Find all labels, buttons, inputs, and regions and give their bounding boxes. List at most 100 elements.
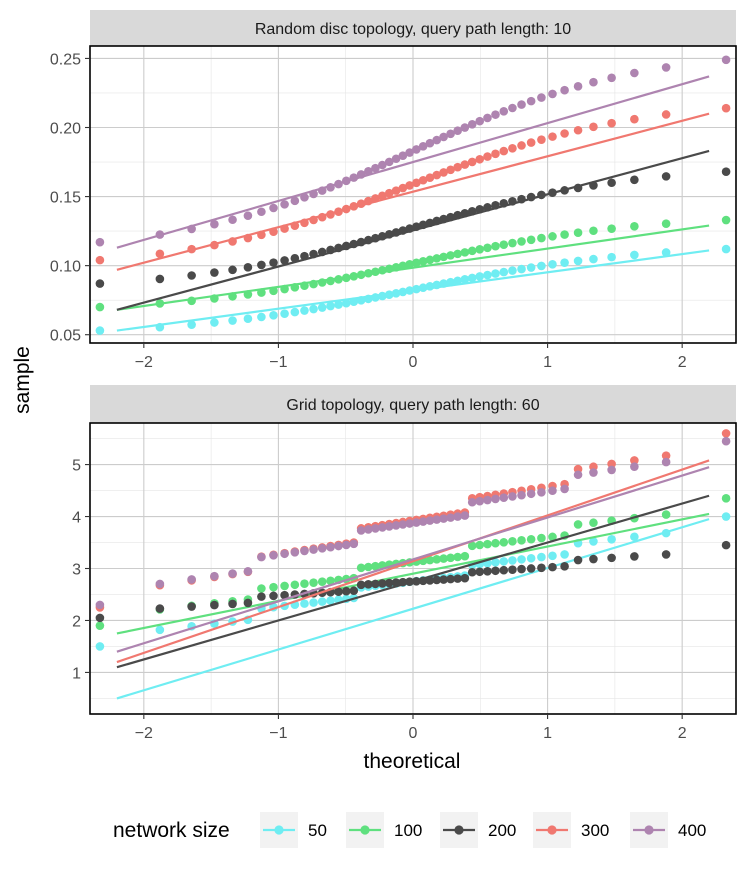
qq-point-50 <box>95 326 105 335</box>
qq-point-100 <box>418 257 428 266</box>
qq-point-400 <box>210 571 219 581</box>
series-200 <box>95 149 731 311</box>
qq-point-100 <box>439 252 448 262</box>
qq-point-50 <box>560 258 569 267</box>
qq-point-200 <box>378 579 387 588</box>
qq-point-300 <box>412 178 421 188</box>
qq-point-100 <box>309 578 318 587</box>
qq-point-400 <box>378 160 387 170</box>
qq-point-200 <box>453 574 462 583</box>
qq-point-50 <box>453 276 462 286</box>
qq-point-100 <box>425 555 435 565</box>
y-axis-title: sample <box>11 346 34 414</box>
qq-point-400 <box>290 196 300 206</box>
legend-key-200: 200 <box>440 812 516 848</box>
qq-point-50 <box>155 625 165 635</box>
qq-point-400 <box>499 493 509 503</box>
y-tick-label: 0.15 <box>50 190 81 207</box>
qq-point-200 <box>661 172 671 181</box>
qq-point-200 <box>607 178 616 188</box>
qq-point-400 <box>334 179 343 189</box>
qq-point-100 <box>508 238 517 248</box>
qq-point-100 <box>432 254 442 263</box>
qq-point-400 <box>155 579 165 589</box>
qq-point-200 <box>499 199 509 208</box>
qq-point-200 <box>589 181 598 190</box>
qq-point-100 <box>364 268 373 278</box>
qq-point-300 <box>483 152 492 161</box>
qq-point-200 <box>483 566 492 576</box>
qq-point-200 <box>334 587 343 597</box>
qq-point-300 <box>371 194 380 203</box>
panel-strip <box>90 385 736 423</box>
y-tick-label: 4 <box>72 510 81 527</box>
qq-point-200 <box>95 279 105 288</box>
qq-point-50 <box>405 286 414 295</box>
x-tick-label: 2 <box>678 354 687 371</box>
qq-point-200 <box>257 592 266 601</box>
qq-point-200 <box>356 580 366 590</box>
qq-point-100 <box>661 510 671 519</box>
series-100 <box>95 215 731 312</box>
qq-point-400 <box>446 129 455 139</box>
qq-point-200 <box>721 540 731 550</box>
qq-point-200 <box>210 600 219 610</box>
qq-point-200 <box>548 188 557 197</box>
qq-point-100 <box>300 281 309 291</box>
qq-point-300 <box>721 429 731 438</box>
qq-point-200 <box>425 218 435 228</box>
qq-point-100 <box>475 540 485 550</box>
qq-point-400 <box>228 569 237 578</box>
qq-point-400 <box>460 123 470 132</box>
qq-point-50 <box>526 263 536 272</box>
qq-point-50 <box>508 556 517 565</box>
qq-point-200 <box>405 224 414 233</box>
qq-point-100 <box>573 228 583 238</box>
qq-point-100 <box>269 286 278 296</box>
qq-point-400 <box>317 544 327 553</box>
qq-point-200 <box>537 563 546 573</box>
qq-point-300 <box>334 207 343 217</box>
qq-point-400 <box>537 487 546 497</box>
qq-point-200 <box>228 265 237 275</box>
legend-key-100: 100 <box>346 812 422 848</box>
qq-point-50 <box>326 301 335 311</box>
qq-point-50 <box>508 266 517 275</box>
qq-point-300 <box>630 114 639 124</box>
x-axis: −2 −1 0 1 2 <box>135 343 687 371</box>
qq-point-400 <box>573 82 583 91</box>
qq-point-100 <box>371 561 380 571</box>
qq-point-400 <box>269 203 278 213</box>
qq-point-200 <box>309 249 318 259</box>
qq-point-200 <box>589 554 598 564</box>
qq-point-300 <box>589 122 598 132</box>
qq-point-50 <box>560 550 569 559</box>
qq-point-300 <box>439 168 448 177</box>
qq-point-200 <box>607 553 616 563</box>
qq-point-400 <box>228 215 237 225</box>
qq-point-100 <box>290 580 300 590</box>
qq-point-50 <box>364 294 373 304</box>
qq-point-400 <box>517 100 526 109</box>
qq-point-50 <box>475 272 485 281</box>
qq-point-100 <box>661 219 671 228</box>
qq-point-300 <box>721 103 731 113</box>
qq-point-200 <box>371 579 380 589</box>
qq-point-300 <box>269 227 278 236</box>
series-300 <box>95 103 731 271</box>
qq-point-200 <box>371 233 380 243</box>
qq-point-300 <box>243 233 253 243</box>
qq-point-300 <box>573 125 583 135</box>
legend-key-300: 300 <box>533 812 609 848</box>
qq-line-400 <box>116 75 710 249</box>
qq-point-200 <box>475 205 485 214</box>
legend-key-50: 50 <box>260 812 327 848</box>
qq-point-400 <box>243 211 253 220</box>
qq-point-400 <box>548 486 557 496</box>
qq-point-300 <box>526 138 536 147</box>
legend-key-400: 400 <box>630 812 706 848</box>
qq-point-200 <box>326 245 335 255</box>
panel-title: Grid topology, query path length: 60 <box>286 397 539 414</box>
qq-point-100 <box>499 538 509 547</box>
